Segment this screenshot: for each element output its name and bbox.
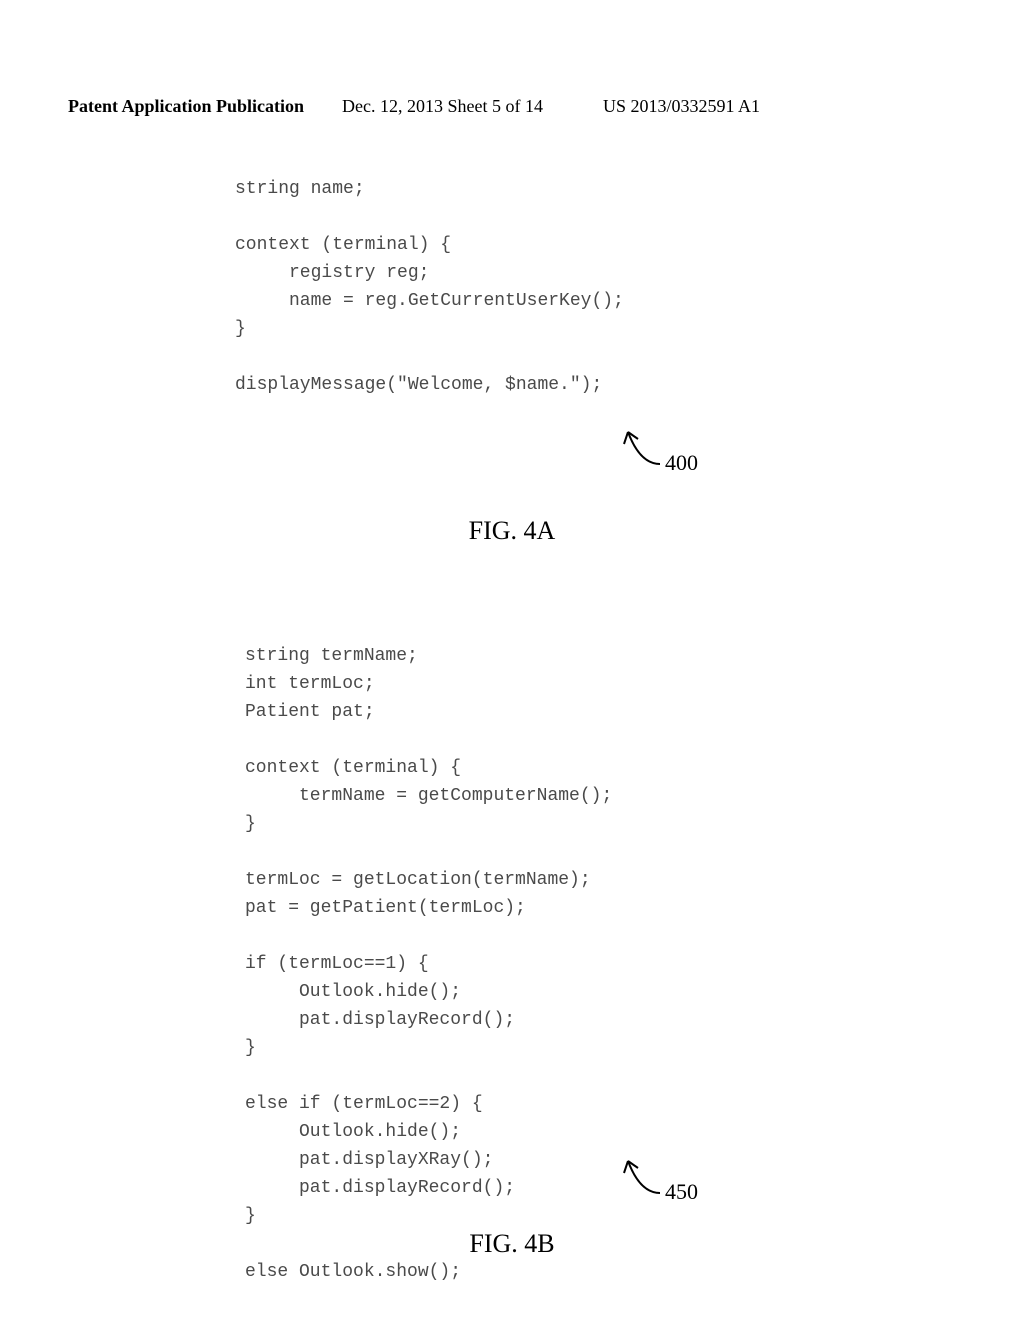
figure-caption-4b: FIG. 4B	[0, 1229, 1024, 1259]
reference-number-450: 450	[665, 1179, 698, 1205]
reference-arrow-450	[620, 1153, 670, 1208]
page-header: Patent Application Publication Dec. 12, …	[0, 96, 1024, 117]
reference-arrow-400	[620, 424, 670, 479]
code-listing-fig4b: string termName; int termLoc; Patient pa…	[245, 642, 612, 1286]
code-listing-fig4a: string name; context (terminal) { regist…	[235, 175, 624, 399]
reference-number-400: 400	[665, 450, 698, 476]
figure-caption-4a: FIG. 4A	[0, 516, 1024, 546]
header-publication: Patent Application Publication	[68, 96, 304, 117]
header-date-sheet: Dec. 12, 2013 Sheet 5 of 14	[342, 96, 543, 117]
header-patent-number: US 2013/0332591 A1	[603, 96, 760, 117]
